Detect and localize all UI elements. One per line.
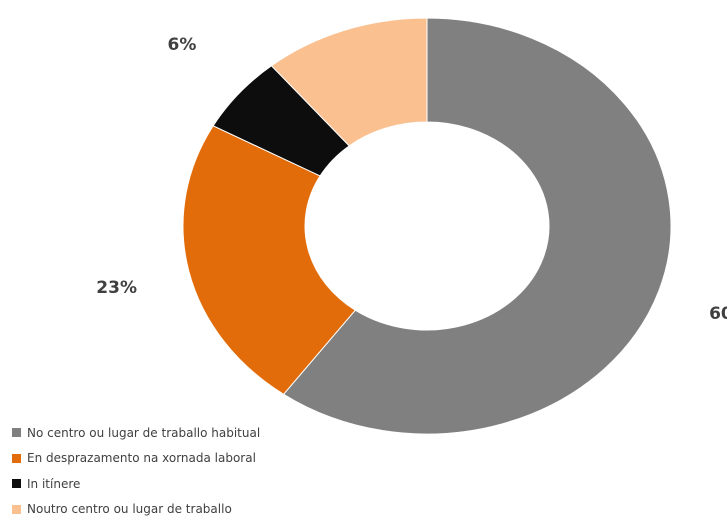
legend-swatch [12,454,21,463]
legend-item-habitual: No centro ou lugar de traballo habitual [12,420,260,446]
legend-item-desprazamento: En desprazamento na xornada laboral [12,446,260,472]
legend-item-noutro-centro: Noutro centro ou lugar de traballo [12,497,260,522]
legend-label: No centro ou lugar de traballo habitual [27,426,260,440]
legend-swatch [12,428,21,437]
legend-item-itinere: In itínere [12,471,260,497]
data-label-itinere: 6% [168,35,197,55]
legend: No centro ou lugar de traballo habitual … [12,420,260,522]
legend-label: En desprazamento na xornada laboral [27,451,256,465]
data-label-desprazamento: 23% [96,278,137,298]
legend-label: Noutro centro ou lugar de traballo [27,502,232,516]
legend-label: In itínere [27,477,80,491]
legend-swatch [12,479,21,488]
data-label-habitual: 60% [709,304,727,324]
legend-swatch [12,505,21,514]
